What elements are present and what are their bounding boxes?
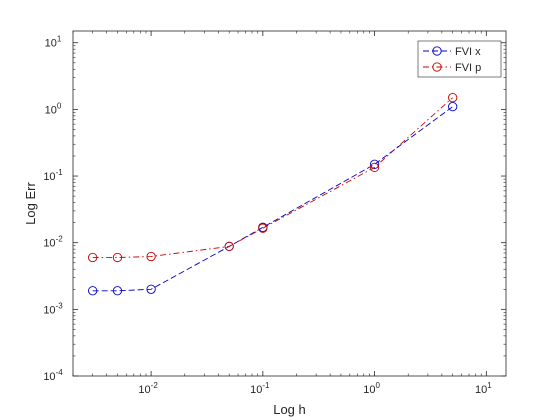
series-layer xyxy=(88,93,458,296)
data-point xyxy=(448,101,458,112)
x-tick-label: 100 xyxy=(363,381,380,396)
series-line xyxy=(92,97,453,258)
y-tick-label: 10-1 xyxy=(43,168,63,183)
x-axis-label: Log h xyxy=(273,402,306,417)
data-point xyxy=(369,162,380,173)
legend-marker xyxy=(432,62,442,72)
data-point xyxy=(112,286,123,296)
x-tick-label: 101 xyxy=(475,381,492,396)
legend: FVI x FVI p xyxy=(417,40,502,78)
legend-marker xyxy=(432,46,442,56)
legend-entry-label: FVI x xyxy=(455,46,481,58)
data-point xyxy=(146,284,156,294)
tick-labels: 10-2 10-1 100 101 10-4 10-3 10-2 10-1 100 101 xyxy=(43,35,492,396)
legend-box xyxy=(417,40,502,78)
x-tick-label: 10-2 xyxy=(138,381,158,396)
data-point xyxy=(224,241,234,252)
data-point xyxy=(369,159,380,169)
y-tick-label: 10-2 xyxy=(43,235,63,250)
x-tick-label: 10-1 xyxy=(250,381,270,396)
data-point xyxy=(146,251,156,262)
plot-frame xyxy=(72,30,507,377)
legend-entry-label: FVI p xyxy=(455,62,481,74)
data-point xyxy=(258,223,268,233)
y-tick-label: 10-3 xyxy=(43,301,63,316)
y-tick-label: 100 xyxy=(45,101,62,116)
data-point xyxy=(448,93,458,103)
y-tick-label: 10-4 xyxy=(43,368,63,383)
y-axis-label: Log Err xyxy=(23,182,38,225)
data-point xyxy=(112,252,123,263)
plot-area xyxy=(73,31,506,376)
data-point xyxy=(88,252,98,263)
y-tick-label: 101 xyxy=(45,35,62,50)
data-point xyxy=(88,286,98,296)
series-2 xyxy=(88,93,458,263)
